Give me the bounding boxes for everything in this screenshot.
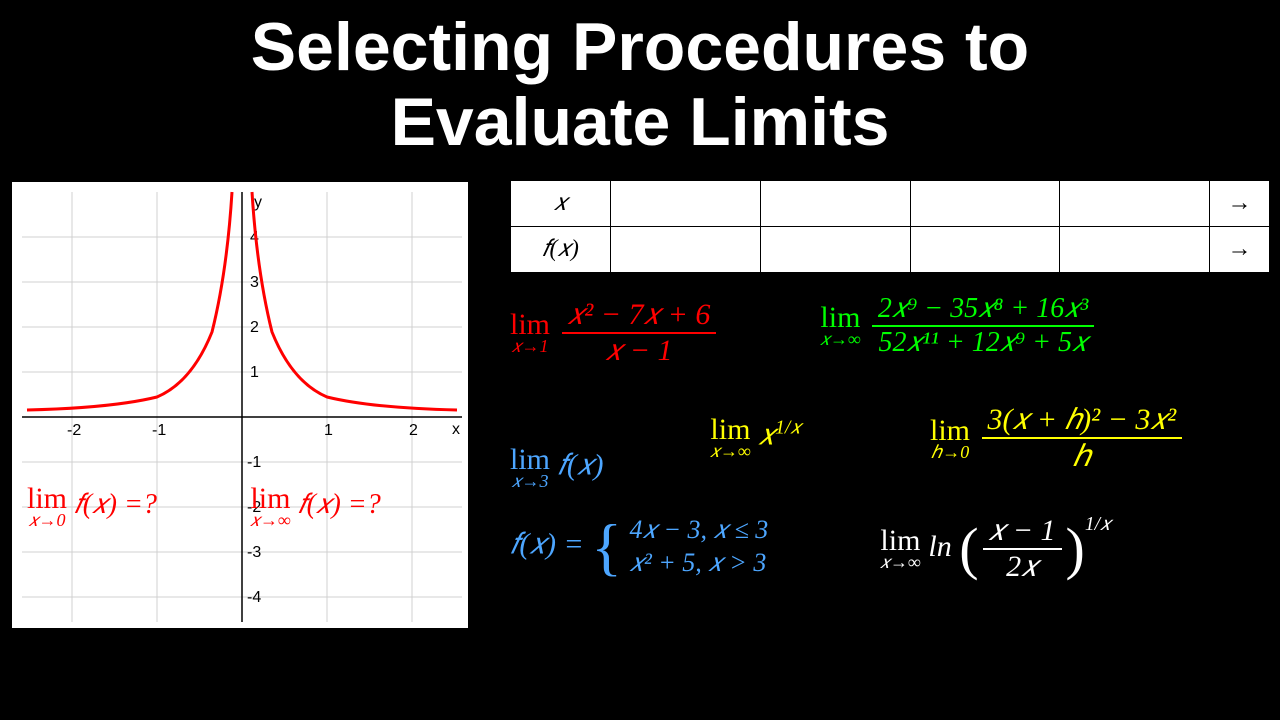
graph-svg: y x -2-1 12 43 21 -1-2 -3-4 — [12, 182, 472, 632]
svg-text:-1: -1 — [152, 422, 166, 439]
arrow-cell: → — [1210, 180, 1270, 226]
y-axis-label: y — [254, 194, 262, 211]
overlay-limit-inf: lim𝑥→∞ 𝑓(𝑥) =? — [250, 482, 381, 531]
table-row: 𝑥 → — [511, 180, 1270, 226]
title-line-1: Selecting Procedures to — [0, 10, 1280, 85]
value-table: 𝑥 → 𝑓(𝑥) → — [510, 180, 1270, 273]
formula-rational-inf: lim𝑥→∞ 2𝑥⁹ − 35𝑥⁸ + 16𝑥³52𝑥¹¹ + 12𝑥⁹ + 5… — [820, 293, 1098, 359]
svg-text:1: 1 — [324, 422, 333, 439]
svg-text:2: 2 — [409, 422, 418, 439]
formula-ln: lim𝑥→∞ ln (𝑥 − 12𝑥)1/𝑥 — [880, 513, 1111, 584]
graph-panel: y x -2-1 12 43 21 -1-2 -3-4 lim𝑥→0 𝑓(𝑥) … — [10, 180, 470, 630]
row-label-fx: 𝑓(𝑥) — [511, 226, 611, 272]
svg-text:-3: -3 — [247, 544, 261, 561]
svg-text:-4: -4 — [247, 589, 261, 606]
formula-rational-1: lim𝑥→1 𝑥² − 7𝑥 + 6𝑥 − 1 — [510, 298, 720, 368]
curve-left — [27, 192, 232, 410]
svg-text:2: 2 — [250, 319, 259, 336]
arrow-cell: → — [1210, 226, 1270, 272]
formula-power: lim𝑥→∞ 𝑥1/𝑥 — [710, 413, 801, 462]
curve-right — [252, 192, 457, 410]
formula-piecewise-def: 𝑓(𝑥) = { 4𝑥 − 3, 𝑥 ≤ 3 𝑥² + 5, 𝑥 > 3 — [510, 513, 768, 581]
formula-diff-quot: limℎ→0 3(𝑥 + ℎ)² − 3𝑥²ℎ — [930, 403, 1186, 474]
table-row: 𝑓(𝑥) → — [511, 226, 1270, 272]
page-title: Selecting Procedures to Evaluate Limits — [0, 0, 1280, 160]
svg-text:-2: -2 — [67, 422, 81, 439]
overlay-limit-zero: lim𝑥→0 𝑓(𝑥) =? — [27, 482, 157, 531]
title-line-2: Evaluate Limits — [0, 85, 1280, 160]
formula-piecewise-lim: lim𝑥→3 𝑓(𝑥) — [510, 443, 604, 492]
svg-text:1: 1 — [250, 364, 259, 381]
svg-text:-1: -1 — [247, 454, 261, 471]
formulas-area: lim𝑥→1 𝑥² − 7𝑥 + 6𝑥 − 1 lim𝑥→∞ 2𝑥⁹ − 35𝑥… — [510, 293, 1270, 623]
x-axis-label: x — [452, 421, 460, 438]
row-label-x: 𝑥 — [511, 180, 611, 226]
svg-text:3: 3 — [250, 274, 259, 291]
